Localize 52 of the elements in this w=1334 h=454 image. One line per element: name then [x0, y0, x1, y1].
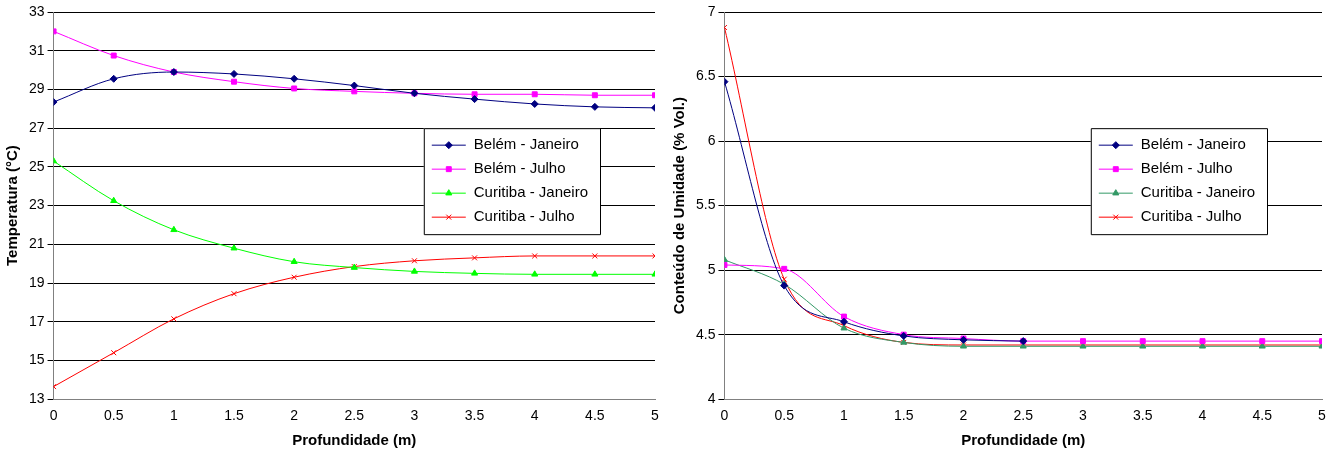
- x-axis-title: Profundidade (m): [961, 431, 1086, 449]
- y-tick-label: 29: [28, 80, 45, 97]
- x-tick-label: 4: [1198, 407, 1207, 424]
- y-tick-label: 15: [28, 351, 45, 368]
- x-tick-label: 4.5: [585, 407, 605, 424]
- x-tick-label: 5: [1318, 407, 1327, 424]
- y-tick-label: 4: [707, 390, 716, 407]
- x-tick-label: 1.5: [224, 407, 244, 424]
- y-tick-label: 13: [28, 390, 45, 407]
- y-tick-label: 21: [28, 235, 45, 252]
- x-tick-label: 2: [290, 407, 299, 424]
- x-tick-label: 5: [651, 407, 660, 424]
- x-tick-label: 3: [1079, 407, 1088, 424]
- x-tick-label: 1: [840, 407, 849, 424]
- y-tick-label: 25: [28, 157, 45, 174]
- y-axis-title: Conteúdo de Umidade (% Vol.): [670, 96, 688, 315]
- x-tick-label: 4: [530, 407, 539, 424]
- legend-label: Curitiba - Julho: [473, 207, 575, 225]
- y-tick-label: 6: [707, 131, 716, 148]
- x-tick-label: 2.5: [1013, 407, 1034, 424]
- x-tick-label: 3: [410, 407, 419, 424]
- legend-label: Curitiba - Julho: [1140, 207, 1242, 225]
- legend-label: Curitiba - Janeiro: [473, 183, 588, 201]
- x-tick-label: 3.5: [464, 407, 485, 424]
- x-tick-label: 2: [959, 407, 968, 424]
- y-tick-label: 23: [28, 196, 45, 213]
- x-tick-label: 1: [169, 407, 178, 424]
- legend-label: Belém - Janeiro: [473, 135, 579, 153]
- y-tick-label: 5.5: [695, 196, 716, 213]
- legend-label: Belém - Julho: [1140, 159, 1233, 177]
- y-tick-label: 5: [707, 260, 716, 277]
- y-tick-label: 6.5: [695, 67, 716, 84]
- y-tick-label: 17: [28, 312, 45, 329]
- y-tick-label: 31: [28, 41, 45, 58]
- y-tick-label: 27: [28, 119, 45, 136]
- y-tick-label: 19: [28, 273, 45, 290]
- y-tick-label: 7: [707, 2, 716, 19]
- x-tick-label: 0.5: [103, 407, 124, 424]
- x-tick-label: 3.5: [1133, 407, 1153, 424]
- y-axis-title: Temperatura (°C): [3, 145, 21, 266]
- x-tick-label: 4.5: [1252, 407, 1273, 424]
- legend-label: Curitiba - Janeiro: [1140, 183, 1255, 201]
- legend-label: Belém - Julho: [473, 159, 566, 177]
- y-tick-label: 4.5: [695, 325, 716, 342]
- x-tick-label: 0: [49, 407, 58, 424]
- x-axis-title: Profundidade (m): [292, 431, 417, 449]
- y-tick-label: 33: [28, 2, 45, 19]
- x-tick-label: 1.5: [893, 407, 914, 424]
- x-tick-label: 2.5: [344, 407, 365, 424]
- x-tick-label: 0: [720, 407, 729, 424]
- x-tick-label: 0.5: [774, 407, 795, 424]
- legend-label: Belém - Janeiro: [1140, 135, 1246, 153]
